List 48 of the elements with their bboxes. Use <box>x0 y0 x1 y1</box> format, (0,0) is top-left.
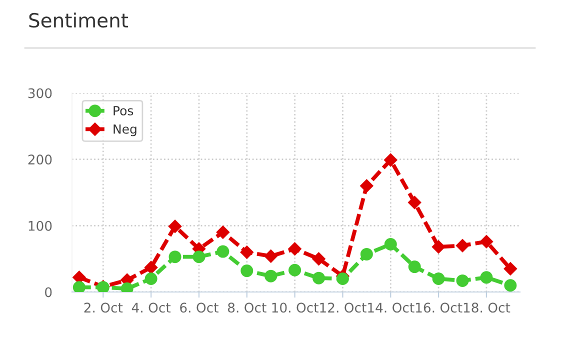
point <box>144 260 158 274</box>
x-tick-label: 6. Oct <box>180 302 218 313</box>
point <box>360 248 373 260</box>
point <box>216 245 230 258</box>
point <box>216 226 230 239</box>
y-tick-label: 100 <box>28 220 52 231</box>
x-tick-label: 8. Oct <box>228 302 266 313</box>
x-tick-label: 4. Oct <box>132 302 171 313</box>
x-tick-label: 12. Oct <box>320 302 366 313</box>
point <box>312 252 326 266</box>
chart-title: Sentiment <box>29 12 128 28</box>
point <box>192 250 206 264</box>
point <box>504 262 518 276</box>
point <box>408 260 421 274</box>
point <box>360 179 374 192</box>
point <box>432 272 445 285</box>
y-tick-label: 0 <box>45 287 52 298</box>
x-tick-label: 2. Oct <box>84 302 123 313</box>
x-tick-label: 16. Oct <box>416 302 462 313</box>
y-tick-label: 300 <box>28 88 52 98</box>
point <box>456 238 470 252</box>
point <box>72 270 86 284</box>
point <box>336 272 349 285</box>
x-tick-label: 10. Oct <box>272 302 318 313</box>
point <box>168 250 182 264</box>
point <box>480 235 494 248</box>
point <box>312 272 326 284</box>
point <box>504 279 517 292</box>
legend-label: Pos <box>114 106 134 116</box>
point <box>144 272 158 285</box>
point <box>384 238 397 250</box>
point <box>432 240 446 254</box>
point <box>288 242 302 256</box>
point <box>456 274 469 287</box>
point <box>408 196 422 210</box>
point <box>384 153 398 167</box>
point <box>240 246 254 259</box>
x-tick-label: 14. Oct <box>368 302 414 313</box>
legend-label: Neg <box>114 124 136 136</box>
point <box>480 271 493 284</box>
point <box>168 220 182 233</box>
point <box>264 270 278 282</box>
point <box>264 250 278 263</box>
point <box>72 281 86 292</box>
y-tick-label: 200 <box>28 154 52 165</box>
point <box>240 264 254 278</box>
x-tick-label: 18. Oct <box>464 302 510 313</box>
point <box>288 264 302 276</box>
